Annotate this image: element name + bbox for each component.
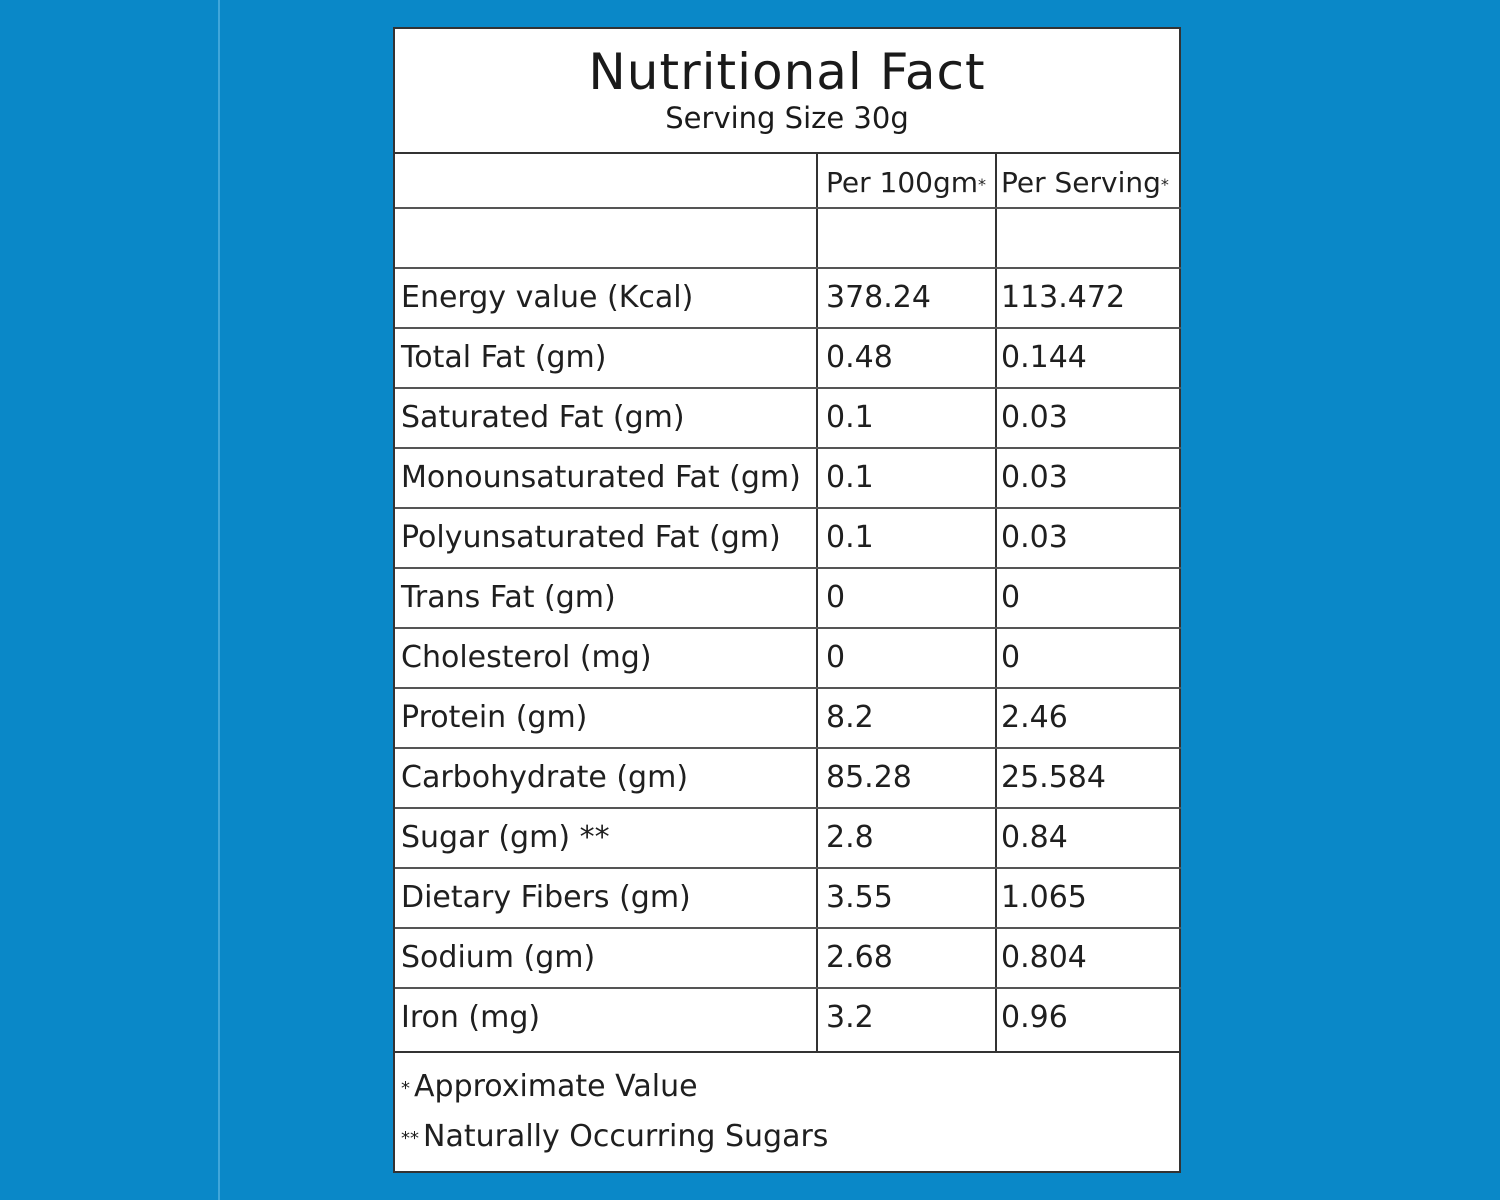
nutrient-name: Monounsaturated Fat (gm) [395, 448, 818, 509]
table-row: Dietary Fibers (gm) 3.55 1.065 [395, 868, 1181, 929]
nutrition-table: Per 100gm* Per Serving* Energy value (Kc… [395, 154, 1181, 1053]
footnote-text: Naturally Occurring Sugars [423, 1119, 829, 1154]
per-100gm-value: 3.55 [817, 868, 997, 929]
nutrient-name: Energy value (Kcal) [395, 268, 818, 329]
table-row: Sodium (gm) 2.68 0.804 [395, 928, 1181, 989]
per-100gm-value: 0 [817, 628, 997, 689]
column-header-per-serving: Per Serving* [996, 154, 1181, 209]
nutrient-name: Trans Fat (gm) [395, 568, 818, 629]
table-row: Sugar (gm) ** 2.8 0.84 [395, 808, 1181, 869]
per-100gm-value: 2.8 [817, 808, 997, 869]
serving-size: Serving Size 30g [665, 101, 909, 135]
table-row: Saturated Fat (gm) 0.1 0.03 [395, 388, 1181, 449]
column-header-per-100gm: Per 100gm* [817, 154, 997, 209]
blank-cell [817, 208, 997, 269]
column-header-per-100gm-mark: * [978, 175, 987, 194]
table-row: Protein (gm) 8.2 2.46 [395, 688, 1181, 749]
nutrition-label: Nutritional Fact Serving Size 30g Per 10… [393, 27, 1181, 1173]
per-serving-value: 0.03 [996, 448, 1181, 509]
column-header-per-serving-mark: * [1160, 175, 1169, 194]
label-title: Nutritional Fact [588, 43, 986, 101]
nutrient-name: Polyunsaturated Fat (gm) [395, 508, 818, 569]
per-serving-value: 0.144 [996, 328, 1181, 389]
table-row: Trans Fat (gm) 0 0 [395, 568, 1181, 629]
per-100gm-value: 85.28 [817, 748, 997, 809]
per-100gm-value: 0.1 [817, 388, 997, 449]
per-100gm-value: 8.2 [817, 688, 997, 749]
column-header-nutrient [395, 154, 818, 209]
footnote-text: Approximate Value [414, 1069, 698, 1104]
footnote-approximate: * Approximate Value [401, 1067, 1179, 1107]
nutrient-name: Protein (gm) [395, 688, 818, 749]
column-header-per-serving-label: Per Serving [1001, 166, 1161, 199]
table-row: Monounsaturated Fat (gm) 0.1 0.03 [395, 448, 1181, 509]
per-100gm-value: 2.68 [817, 928, 997, 989]
nutrient-name: Total Fat (gm) [395, 328, 818, 389]
per-100gm-value: 0 [817, 568, 997, 629]
table-row: Total Fat (gm) 0.48 0.144 [395, 328, 1181, 389]
blank-cell [395, 208, 818, 269]
per-100gm-value: 3.2 [817, 988, 997, 1053]
nutrient-name: Iron (mg) [395, 988, 818, 1053]
per-serving-value: 0.03 [996, 388, 1181, 449]
blank-cell [996, 208, 1181, 269]
footnote-mark: ** [401, 1128, 419, 1149]
per-100gm-value: 0.48 [817, 328, 997, 389]
per-serving-value: 0 [996, 568, 1181, 629]
table-row: Polyunsaturated Fat (gm) 0.1 0.03 [395, 508, 1181, 569]
background-divider [218, 0, 220, 1200]
per-100gm-value: 378.24 [817, 268, 997, 329]
table-row: Iron (mg) 3.2 0.96 [395, 988, 1181, 1053]
per-serving-value: 0.804 [996, 928, 1181, 989]
table-row: Cholesterol (mg) 0 0 [395, 628, 1181, 689]
per-100gm-value: 0.1 [817, 448, 997, 509]
per-serving-value: 2.46 [996, 688, 1181, 749]
footnote-mark: * [401, 1078, 410, 1099]
table-header-row: Per 100gm* Per Serving* [395, 154, 1181, 209]
nutrient-name: Dietary Fibers (gm) [395, 868, 818, 929]
nutrient-name: Sugar (gm) ** [395, 808, 818, 869]
column-header-per-100gm-label: Per 100gm [826, 166, 979, 199]
per-serving-value: 25.584 [996, 748, 1181, 809]
per-serving-value: 0.84 [996, 808, 1181, 869]
nutrient-name: Cholesterol (mg) [395, 628, 818, 689]
per-serving-value: 113.472 [996, 268, 1181, 329]
blank-row [395, 208, 1181, 269]
label-header: Nutritional Fact Serving Size 30g [395, 29, 1179, 154]
nutrient-name: Saturated Fat (gm) [395, 388, 818, 449]
nutrient-name: Carbohydrate (gm) [395, 748, 818, 809]
per-serving-value: 0 [996, 628, 1181, 689]
per-serving-value: 1.065 [996, 868, 1181, 929]
footnotes: * Approximate Value ** Naturally Occurring… [395, 1053, 1179, 1157]
per-serving-value: 0.03 [996, 508, 1181, 569]
table-row: Energy value (Kcal) 378.24 113.472 [395, 268, 1181, 329]
table-row: Carbohydrate (gm) 85.28 25.584 [395, 748, 1181, 809]
footnote-sugars: ** Naturally Occurring Sugars [401, 1117, 1179, 1157]
per-100gm-value: 0.1 [817, 508, 997, 569]
per-serving-value: 0.96 [996, 988, 1181, 1053]
nutrient-name: Sodium (gm) [395, 928, 818, 989]
